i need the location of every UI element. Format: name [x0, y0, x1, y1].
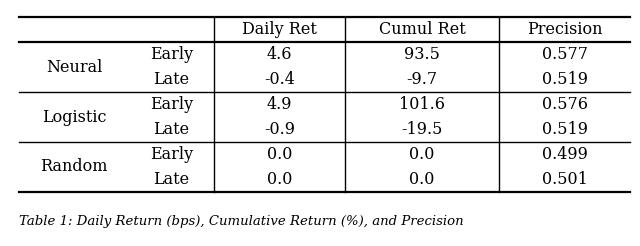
Text: Logistic: Logistic [42, 108, 106, 125]
Text: 0.0: 0.0 [409, 146, 435, 163]
Text: Precision: Precision [527, 21, 602, 38]
Text: Random: Random [40, 158, 108, 175]
Text: Early: Early [150, 46, 193, 63]
Text: 4.9: 4.9 [267, 96, 292, 113]
Text: Table 1: Daily Return (bps), Cumulative Return (%), and Precision: Table 1: Daily Return (bps), Cumulative … [19, 215, 464, 228]
Text: 4.6: 4.6 [267, 46, 292, 63]
Text: Early: Early [150, 146, 193, 163]
Text: 0.519: 0.519 [541, 121, 588, 138]
Text: 0.501: 0.501 [541, 171, 588, 188]
Text: Cumul Ret: Cumul Ret [379, 21, 465, 38]
Text: Late: Late [153, 121, 189, 138]
Text: -0.9: -0.9 [264, 121, 295, 138]
Text: Late: Late [153, 71, 189, 88]
Text: -19.5: -19.5 [401, 121, 443, 138]
Text: 0.0: 0.0 [267, 146, 292, 163]
Text: -9.7: -9.7 [406, 71, 438, 88]
Text: 0.499: 0.499 [541, 146, 588, 163]
Text: Early: Early [150, 96, 193, 113]
Text: 0.577: 0.577 [541, 46, 588, 63]
Text: 101.6: 101.6 [399, 96, 445, 113]
Text: 93.5: 93.5 [404, 46, 440, 63]
Text: Neural: Neural [46, 59, 102, 76]
Text: 0.519: 0.519 [541, 71, 588, 88]
Text: Daily Ret: Daily Ret [242, 21, 317, 38]
Text: -0.4: -0.4 [264, 71, 295, 88]
Text: 0.0: 0.0 [409, 171, 435, 188]
Text: 0.576: 0.576 [541, 96, 588, 113]
Text: 0.0: 0.0 [267, 171, 292, 188]
Text: Late: Late [153, 171, 189, 188]
